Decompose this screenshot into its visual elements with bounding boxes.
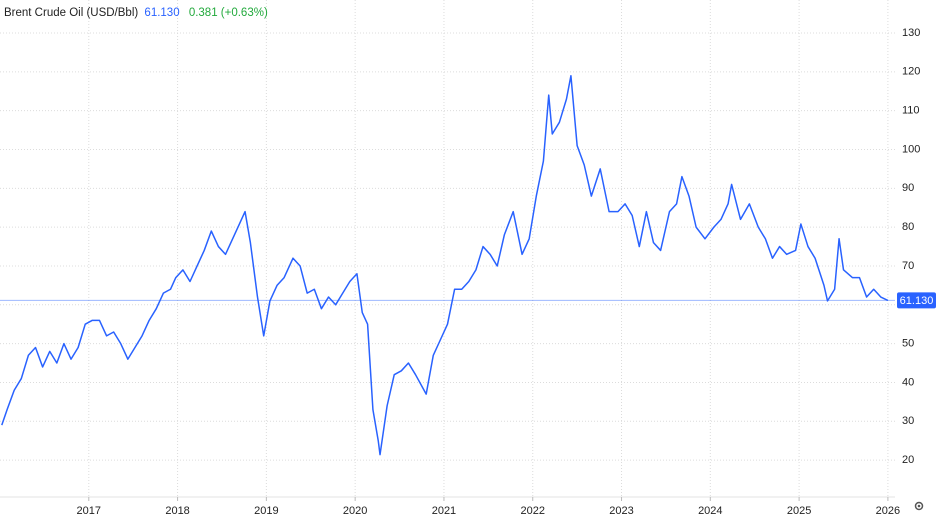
y-tick-label: 30 (902, 415, 914, 427)
y-tick-label: 80 (902, 221, 914, 233)
y-tick-label: 40 (902, 376, 914, 388)
x-tick-label: 2020 (343, 505, 367, 517)
last-price-label: 61.130 (900, 295, 934, 307)
chart-title: Brent Crude Oil (USD/Bbl) (4, 7, 139, 19)
price-line (1, 74, 889, 456)
y-tick-label: 100 (902, 143, 920, 155)
y-tick-label: 90 (902, 182, 914, 194)
header: Brent Crude Oil (USD/Bbl) 61.130 0.381 (… (4, 7, 268, 19)
x-tick-label: 2022 (520, 505, 544, 517)
x-tick-label: 2021 (432, 505, 456, 517)
y-tick-label: 110 (902, 105, 920, 117)
x-tick-label: 2023 (609, 505, 633, 517)
price-change: 0.381 (+0.63%) (188, 7, 268, 19)
last-price: 61.130 (144, 7, 180, 19)
y-tick-label: 20 (902, 454, 914, 466)
gear-ring (914, 501, 924, 511)
x-tick-label: 2026 (876, 505, 900, 517)
y-tick-label: 70 (902, 260, 914, 272)
y-tick-label: 50 (902, 338, 914, 350)
settings-icon[interactable] (914, 501, 924, 511)
y-tick-label: 130 (902, 27, 920, 39)
gear-hub (917, 504, 921, 508)
x-tick-label: 2025 (787, 505, 811, 517)
x-tick-label: 2024 (698, 505, 722, 517)
x-tick-label: 2017 (77, 505, 101, 517)
last-price-box (897, 292, 936, 309)
x-tick-label: 2019 (254, 505, 278, 517)
y-tick-label: 120 (902, 66, 920, 78)
x-tick-label: 2018 (165, 505, 189, 517)
